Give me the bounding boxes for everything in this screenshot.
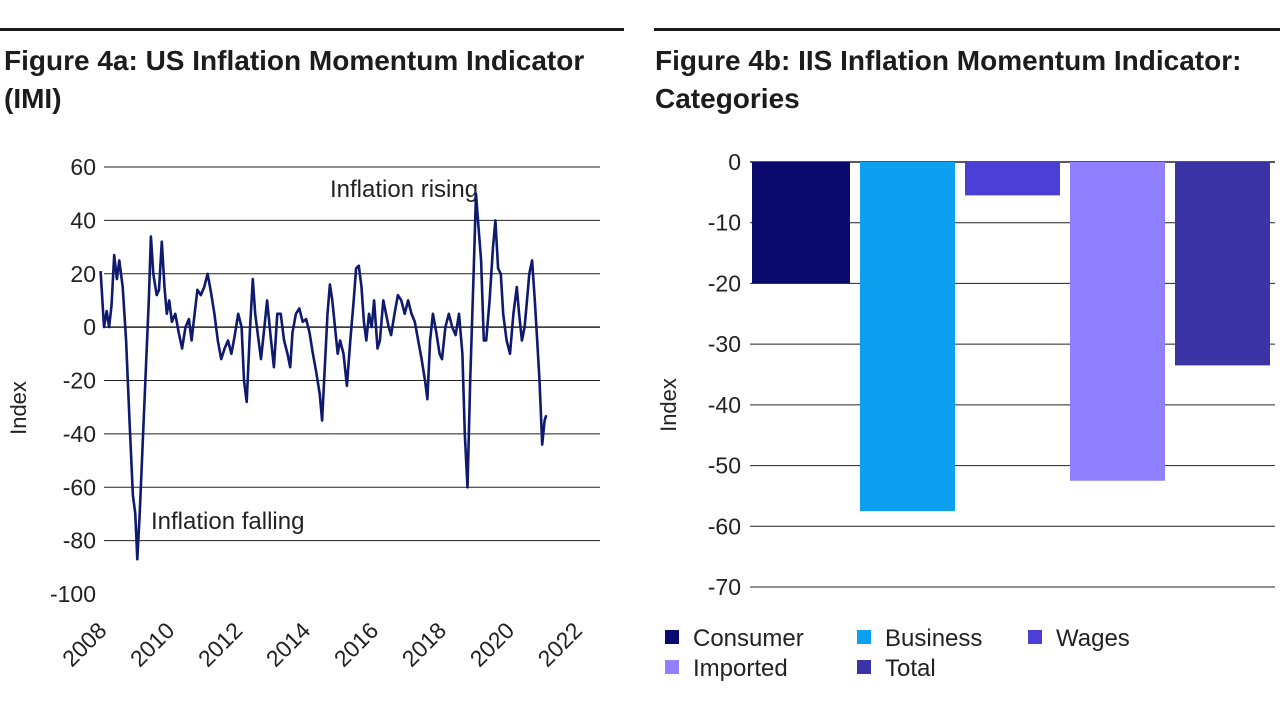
y-tick-label: 0 — [728, 149, 741, 175]
annotation-inflation-rising: Inflation rising — [330, 176, 478, 203]
y-tick-label: -100 — [50, 581, 96, 607]
legend-label-total: Total — [885, 655, 936, 682]
bar-total — [1175, 162, 1270, 366]
y-tick-label: 60 — [70, 154, 96, 180]
bar-business — [860, 162, 955, 512]
y-axis-title: Index — [656, 378, 681, 432]
y-tick-label: -60 — [63, 474, 96, 500]
y-tick-label: -30 — [708, 331, 741, 357]
figure-4a-title: Figure 4a: US Inflation Momentum Indicat… — [4, 45, 585, 114]
y-tick-label: 0 — [83, 314, 96, 340]
y-tick-label: -40 — [63, 421, 96, 447]
legend-swatch-consumer — [665, 630, 679, 644]
y-tick-label: -10 — [708, 210, 741, 236]
bar-wages — [965, 162, 1060, 196]
imi-series-line-0 — [99, 192, 548, 561]
y-tick-label: -70 — [708, 574, 741, 600]
y-tick-label: -80 — [63, 528, 96, 554]
legend-label-wages: Wages — [1056, 625, 1130, 652]
y-tick-label: -40 — [708, 392, 741, 418]
y-tick-label: 20 — [70, 261, 96, 287]
y-tick-label: -20 — [63, 368, 96, 394]
figure-4a-top-rule — [0, 28, 624, 31]
legend-label-consumer: Consumer — [693, 625, 804, 652]
bar-imported — [1070, 162, 1165, 481]
figure-4b-title: Figure 4b: IIS Inflation Momentum Indica… — [655, 45, 1242, 114]
bar-consumer — [752, 162, 850, 284]
legend-swatch-total — [857, 660, 871, 674]
legend-label-imported: Imported — [693, 655, 788, 682]
y-axis-title: Index — [6, 381, 31, 435]
figure-4b-top-rule — [654, 28, 1280, 31]
y-tick-label: -20 — [708, 270, 741, 296]
legend-swatch-imported — [665, 660, 679, 674]
y-tick-label: -60 — [708, 513, 741, 539]
y-tick-label: -50 — [708, 453, 741, 479]
y-tick-label: 40 — [70, 207, 96, 233]
legend-label-business: Business — [885, 625, 982, 652]
annotation-inflation-falling: Inflation falling — [151, 508, 304, 535]
legend-swatch-wages — [1028, 630, 1042, 644]
legend-swatch-business — [857, 630, 871, 644]
